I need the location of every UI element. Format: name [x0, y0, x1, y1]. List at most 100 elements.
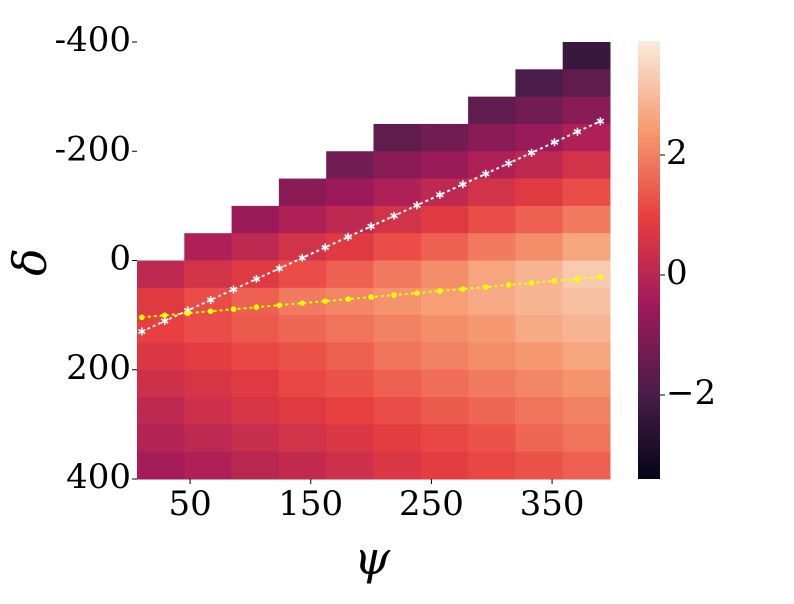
- heatmap-cell: [231, 315, 280, 343]
- heatmap-cell: [562, 424, 611, 453]
- star-marker: [550, 138, 559, 147]
- heatmap-cell: [231, 451, 280, 480]
- circle-marker: [414, 290, 420, 296]
- circle-marker: [276, 302, 283, 308]
- heatmap-cell: [468, 233, 516, 261]
- heatmap-cell: [562, 342, 611, 371]
- heatmap-cell: [373, 451, 422, 480]
- heatmap-cell: [137, 369, 185, 398]
- heatmap-cell: [515, 315, 564, 343]
- heatmap-cell: [468, 315, 516, 343]
- heatmap-cell: [420, 424, 469, 453]
- heatmap-cell: [278, 397, 327, 425]
- heatmap-cell: [231, 205, 280, 234]
- star-marker: [367, 222, 375, 231]
- heatmap-cell: [278, 342, 327, 371]
- heatmap-cell: [373, 369, 422, 398]
- heatmap-cell: [326, 424, 374, 453]
- heatmap-cell: [562, 151, 611, 180]
- heatmap-cell: [562, 260, 611, 289]
- heatmap-cell: [468, 342, 516, 371]
- x-axis-label: ψ: [354, 531, 391, 585]
- heatmap-cell: [468, 96, 516, 125]
- heatmap-cell: [420, 342, 469, 371]
- circle-marker: [139, 314, 145, 321]
- circle-marker: [368, 294, 374, 300]
- circle-marker: [391, 292, 397, 298]
- heatmap-cell: [137, 342, 185, 371]
- heatmap-cell: [326, 205, 374, 234]
- heatmap-cell: [373, 287, 422, 316]
- star-marker: [344, 232, 353, 241]
- y-axis-label: δ: [3, 248, 57, 276]
- heatmap-cell: [184, 260, 233, 289]
- heatmap-cell: [373, 205, 422, 234]
- star-marker: [321, 243, 330, 252]
- heatmap-cell: [231, 260, 280, 289]
- star-marker: [436, 190, 444, 199]
- heatmap-cell: [515, 342, 564, 371]
- heatmap-cell: [278, 315, 327, 343]
- x-tick-label: 150: [278, 484, 343, 524]
- heatmap-cell: [278, 205, 327, 234]
- heatmap-cell: [562, 369, 611, 398]
- heatmap-cell: [468, 287, 516, 316]
- heatmap-cell: [420, 451, 469, 480]
- circle-marker: [551, 278, 558, 284]
- circle-marker: [299, 300, 306, 306]
- star-marker: [390, 211, 398, 220]
- heatmap-cell: [468, 451, 516, 480]
- heatmap-cell: [184, 424, 233, 453]
- heatmap-cell: [326, 342, 374, 371]
- heatmap-cell: [420, 205, 469, 234]
- heatmap-cell: [468, 178, 516, 207]
- y-tick-label: -400: [55, 20, 131, 60]
- circle-marker: [184, 310, 191, 317]
- heatmap-cell: [278, 369, 327, 398]
- heatmap-cell: [278, 451, 327, 480]
- heatmap-cell: [137, 315, 185, 343]
- heatmap: [137, 42, 611, 480]
- star-marker: [504, 159, 513, 168]
- y-tick-label: 400: [66, 457, 131, 497]
- heatmap-cell: [278, 178, 327, 207]
- heatmap-cell: [515, 123, 564, 152]
- heatmap-cell: [515, 205, 564, 234]
- heatmap-cell: [278, 260, 327, 289]
- heatmap-cell: [326, 397, 374, 425]
- heatmap-cell: [326, 451, 374, 480]
- heatmap-cell: [231, 233, 280, 261]
- heatmap-cell: [420, 151, 469, 180]
- heatmap-cell: [184, 233, 233, 261]
- heatmap-cell: [420, 397, 469, 425]
- heatmap-cell: [420, 369, 469, 398]
- star-marker: [481, 169, 490, 178]
- heatmap-cell: [326, 369, 374, 398]
- star-marker: [229, 285, 238, 294]
- heatmap-cell: [231, 424, 280, 453]
- heatmap-cell: [515, 69, 564, 98]
- heatmap-cell: [373, 424, 422, 453]
- heatmap-cell: [562, 451, 611, 480]
- star-marker: [458, 180, 467, 189]
- heatmap-cell: [420, 260, 469, 289]
- heatmap-cell: [515, 260, 564, 289]
- heatmap-cell: [515, 178, 564, 207]
- star-marker: [298, 253, 307, 262]
- x-tick-label: 50: [168, 484, 211, 524]
- star-marker: [206, 295, 215, 304]
- heatmap-cell: [373, 233, 422, 261]
- heatmap-cell: [515, 233, 564, 261]
- heatmap-cell: [373, 397, 422, 425]
- circle-marker: [459, 286, 466, 292]
- circle-marker: [230, 306, 237, 313]
- heatmap-cell: [326, 315, 374, 343]
- heatmap-cell: [562, 233, 611, 261]
- heatmap-cell: [468, 369, 516, 398]
- heatmap-cell: [326, 178, 374, 207]
- heatmap-cell: [373, 260, 422, 289]
- circle-marker: [322, 298, 329, 304]
- heatmap-cell: [562, 287, 611, 316]
- heatmap-cell: [515, 424, 564, 453]
